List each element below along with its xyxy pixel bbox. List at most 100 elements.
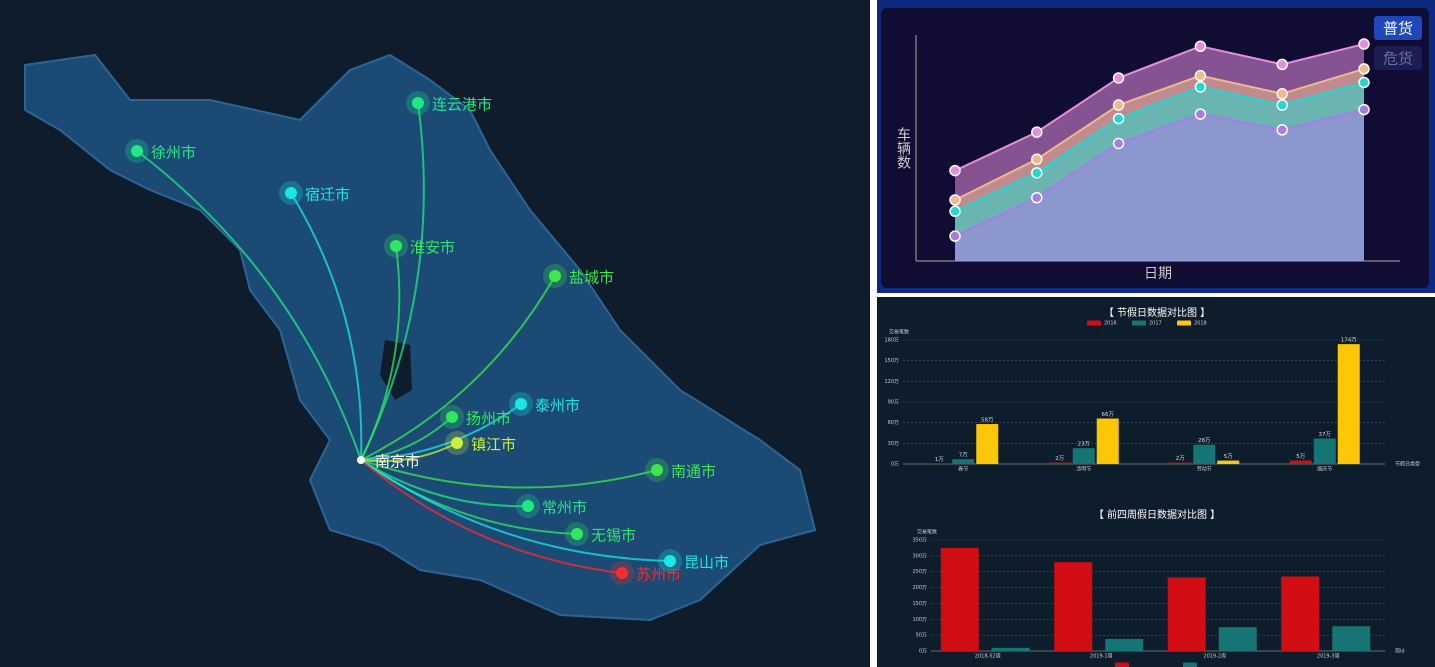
flow-line bbox=[360, 275, 556, 461]
y-tick-label: 30万 bbox=[888, 441, 899, 447]
city-label: 淮安市 bbox=[410, 239, 455, 257]
bar bbox=[1281, 576, 1320, 651]
flow-line bbox=[360, 245, 401, 461]
y-tick-label: 250万 bbox=[912, 569, 927, 575]
city-label: 宿迁市 bbox=[305, 186, 350, 204]
value-label: 2万 bbox=[1055, 455, 1064, 462]
city-label: 昆山市 bbox=[684, 554, 729, 572]
x-axis-name: 周id bbox=[1395, 649, 1405, 655]
point bbox=[1358, 103, 1370, 116]
chart-title: 【 节假日数据对比图 】 bbox=[1104, 306, 1210, 319]
city-dot bbox=[390, 240, 402, 252]
city-dot bbox=[571, 528, 583, 540]
city-dot bbox=[522, 500, 534, 512]
value-label: 58万 bbox=[981, 417, 994, 424]
flow-line bbox=[360, 459, 529, 508]
point bbox=[1358, 38, 1370, 50]
legend-label: 普货 bbox=[1383, 20, 1413, 38]
legend-swatch bbox=[1087, 320, 1101, 326]
legend-label: 2018 bbox=[1194, 321, 1207, 327]
bar bbox=[1105, 638, 1144, 651]
bar bbox=[1289, 460, 1312, 464]
city-label: 泰州市 bbox=[535, 397, 580, 415]
city-dot bbox=[446, 411, 458, 423]
area bbox=[955, 109, 1364, 261]
x-tick-label: 春节 bbox=[958, 466, 968, 473]
y-tick-label: 90万 bbox=[888, 400, 899, 406]
bar bbox=[1313, 438, 1336, 464]
bar bbox=[976, 424, 999, 464]
city-dot bbox=[451, 437, 463, 449]
chart-title: 【 前四周假日数据对比图 】 bbox=[1094, 508, 1220, 521]
bar bbox=[1217, 460, 1240, 464]
bar bbox=[928, 463, 951, 464]
city-label: 苏州市 bbox=[636, 566, 681, 584]
city-dot bbox=[131, 145, 143, 157]
y-tick-label: 0万 bbox=[919, 649, 927, 655]
city-label: 无锡市 bbox=[591, 527, 636, 545]
bar-charts-panel: 【 节假日数据对比图 】交易笔数节假日类型0万30万60万90万120万150万… bbox=[877, 297, 1435, 667]
legend-swatch bbox=[1183, 662, 1197, 667]
value-label: 5万 bbox=[1296, 453, 1305, 460]
city-dot bbox=[664, 555, 676, 567]
legend-button[interactable] bbox=[1374, 46, 1422, 70]
point bbox=[949, 230, 961, 242]
point bbox=[1112, 72, 1125, 84]
value-label: 28万 bbox=[1198, 437, 1211, 444]
point bbox=[1031, 167, 1043, 179]
value-label: 23万 bbox=[1078, 441, 1091, 448]
y-axis-label: 车辆数 bbox=[895, 126, 911, 169]
y-tick-label: 0万 bbox=[891, 462, 899, 468]
bar bbox=[1337, 344, 1360, 464]
value-label: 1万 bbox=[935, 456, 944, 463]
line bbox=[954, 43, 1365, 172]
point bbox=[1112, 137, 1125, 150]
bar bbox=[1054, 562, 1093, 651]
flow-line bbox=[136, 150, 362, 461]
flow-line bbox=[360, 459, 623, 574]
city-label: 盐城市 bbox=[569, 269, 614, 287]
point bbox=[1031, 126, 1043, 138]
bar bbox=[1167, 577, 1206, 651]
legend-swatch bbox=[1132, 320, 1146, 326]
point bbox=[1276, 124, 1288, 136]
point bbox=[1194, 81, 1207, 93]
legend-swatch bbox=[1177, 320, 1191, 326]
bar bbox=[952, 459, 975, 464]
y-tick-label: 300万 bbox=[912, 553, 927, 559]
x-tick-label: 清明节 bbox=[1076, 466, 1091, 473]
x-axis-label: 日期 bbox=[1144, 266, 1172, 282]
city-dot bbox=[515, 398, 527, 410]
value-label: 66万 bbox=[1102, 411, 1115, 418]
legend-button[interactable] bbox=[1374, 16, 1422, 40]
x-tick-label: 2019-2周 bbox=[1203, 654, 1226, 660]
legend-swatch bbox=[1115, 662, 1129, 667]
point bbox=[1031, 153, 1043, 166]
flow-line bbox=[360, 459, 671, 562]
point bbox=[1112, 99, 1125, 111]
x-axis-name: 节假日类型 bbox=[1395, 461, 1420, 468]
flow-line bbox=[360, 459, 658, 489]
point bbox=[1112, 112, 1125, 125]
city-dot bbox=[412, 97, 424, 109]
legend-label: 2017 bbox=[1149, 321, 1162, 327]
legend-label: 2016 bbox=[1104, 321, 1117, 327]
y-tick-label: 350万 bbox=[912, 538, 927, 544]
y-tick-label: 180万 bbox=[884, 338, 899, 344]
point bbox=[949, 205, 961, 218]
x-tick-label: 2019-3周 bbox=[1317, 654, 1340, 660]
y-tick-label: 150万 bbox=[912, 601, 927, 607]
flow-line bbox=[360, 416, 453, 461]
legend-label: 危货 bbox=[1383, 50, 1413, 68]
point bbox=[1358, 63, 1370, 75]
city-dot bbox=[549, 270, 561, 282]
point bbox=[1194, 69, 1207, 82]
bar bbox=[1193, 444, 1216, 464]
value-label: 2万 bbox=[1176, 455, 1185, 462]
value-label: 174万 bbox=[1341, 337, 1357, 344]
bar bbox=[1332, 626, 1371, 651]
point bbox=[949, 164, 961, 177]
x-tick-label: 2019-1周 bbox=[1090, 654, 1113, 660]
bar bbox=[1048, 462, 1071, 464]
city-label: 徐州市 bbox=[151, 144, 196, 162]
